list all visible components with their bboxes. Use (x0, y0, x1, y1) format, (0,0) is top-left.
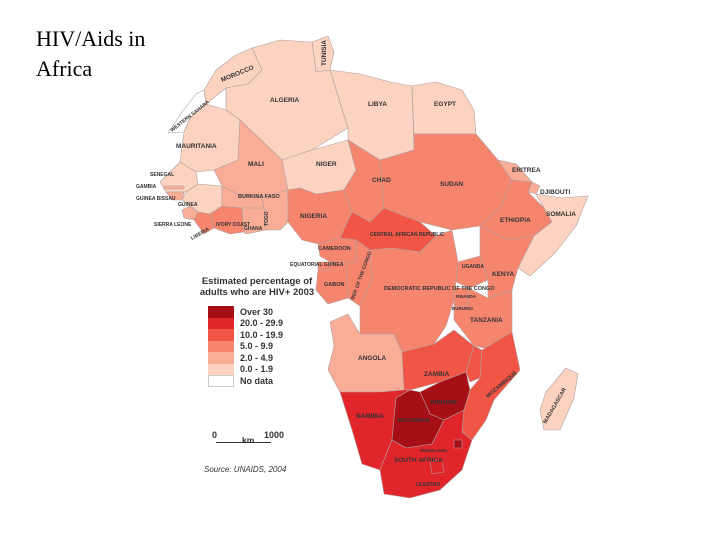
scale-zero: 0 (212, 430, 218, 440)
map-legend: Estimated percentage of adults who are H… (192, 276, 322, 387)
label-kenya: KENYA (492, 271, 514, 278)
label-lesotho: LESOTHO (416, 482, 440, 488)
legend-title: Estimated percentage of adults who are H… (199, 276, 315, 298)
legend-item: Over 30 (208, 306, 322, 318)
legend-item: 20.0 - 29.9 (208, 317, 322, 329)
label-angola: ANGOLA (358, 355, 386, 362)
country-egypt (411, 81, 477, 135)
label-mauritania: MAURITANIA (176, 143, 217, 150)
label-tunisia: TUNISIA (321, 40, 328, 66)
country-swaziland (453, 439, 463, 449)
label-south-africa: SOUTH AFRICA (394, 457, 443, 464)
label-gabon: GABON (324, 282, 345, 288)
slide-title: HIV/Aids in Africa (36, 26, 146, 81)
label-guinea: GUINEA (178, 202, 198, 208)
label-sierra-leone: SIERRA LEONE (154, 222, 192, 228)
scale-line (216, 442, 271, 443)
label-drc: DEMOCRATIC REPUBLIC OF THE CONGO (384, 286, 495, 292)
legend-items: Over 30 20.0 - 29.9 10.0 - 19.9 5.0 - 9.… (208, 306, 322, 387)
label-rwanda: RWANDA (456, 294, 477, 299)
legend-swatch (208, 340, 234, 352)
country-tanzania (453, 287, 513, 351)
legend-label: 5.0 - 9.9 (240, 341, 274, 352)
legend-swatch (208, 363, 234, 375)
country-somalia (517, 193, 589, 277)
legend-label: 2.0 - 4.9 (240, 352, 274, 363)
scale-unit: km (242, 435, 255, 445)
label-cameroon: CAMEROON (318, 246, 351, 252)
legend-item: 0.0 - 1.9 (208, 363, 322, 375)
legend-swatch (208, 329, 234, 341)
country-sudan (379, 133, 513, 231)
label-swaziland: SWAZILAND (420, 448, 447, 453)
country-lesotho (429, 459, 445, 475)
label-guinea-bissau: GUINEA BISSAU (136, 196, 176, 202)
legend-item: 10.0 - 19.9 (208, 329, 322, 341)
label-chad: CHAD (372, 177, 391, 184)
country-drc (359, 229, 459, 353)
scale-max: 1000 (264, 430, 285, 440)
legend-swatch (208, 352, 234, 364)
label-cote-divoire: IVORY COAST (216, 222, 250, 228)
country-uganda (455, 255, 489, 289)
label-algeria: ALGERIA (270, 97, 300, 104)
label-eritrea: ERITREA (512, 167, 541, 174)
label-zimbabwe: ZIMBABWE (430, 400, 458, 406)
label-uganda: UGANDA (462, 264, 484, 270)
country-madagascar (539, 367, 579, 431)
label-ethiopia: ETHIOPIA (500, 217, 531, 224)
label-djibouti: DJIBOUTI (540, 189, 571, 196)
legend-label: 20.0 - 29.9 (240, 318, 284, 329)
label-equatorial-guinea: EQUATORIAL GUINEA (290, 262, 344, 268)
label-namibia: NAMIBIA (356, 413, 384, 420)
label-niger: NIGER (316, 161, 337, 168)
label-car: CENTRAL AFRICAN REPUBLIC (370, 232, 445, 238)
label-mali: MALI (248, 161, 264, 168)
legend-item: No data (208, 375, 322, 387)
country-ghana (241, 207, 267, 235)
country-malawi (465, 345, 483, 383)
label-togo: TOGO (264, 211, 270, 226)
country-gambia (163, 185, 185, 190)
legend-label: 10.0 - 19.9 (240, 329, 284, 340)
source-note: Source: UNAIDS, 2004 (204, 465, 287, 474)
legend-swatch (208, 375, 234, 387)
label-zambia: ZAMBIA (424, 371, 450, 378)
label-libya: LIBYA (368, 101, 387, 108)
legend-label: 0.0 - 1.9 (240, 364, 274, 375)
label-egypt: EGYPT (434, 101, 456, 108)
label-somalia: SOMALIA (546, 211, 576, 218)
label-burundi: BURUNDI (452, 306, 473, 311)
legend-label: No data (240, 375, 274, 386)
label-nigeria: NIGERIA (300, 213, 327, 220)
scale-bar: 0 km 1000 (212, 430, 292, 446)
legend-item: 5.0 - 9.9 (208, 340, 322, 352)
label-senegal: SENEGAL (150, 172, 174, 178)
legend-label: Over 30 (240, 306, 274, 317)
label-ghana: GHANA (244, 226, 263, 232)
label-sudan: SUDAN (440, 181, 463, 188)
legend-swatch (208, 317, 234, 329)
label-tanzania: TANZANIA (470, 317, 503, 324)
legend-swatch (208, 306, 234, 318)
legend-item: 2.0 - 4.9 (208, 352, 322, 364)
label-botswana: BOTSWANA (398, 418, 430, 424)
label-burkina-faso: BURKINA FASO (238, 194, 280, 200)
label-gambia: GAMBIA (136, 184, 157, 190)
country-south-africa (379, 409, 473, 499)
